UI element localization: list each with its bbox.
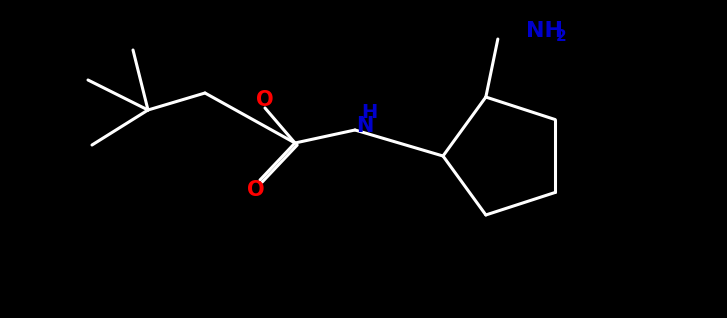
Text: O: O <box>247 180 265 200</box>
Text: H: H <box>361 102 377 121</box>
Text: 2: 2 <box>556 29 566 44</box>
Text: N: N <box>356 116 374 136</box>
Text: NH: NH <box>526 21 563 41</box>
Text: O: O <box>256 90 274 110</box>
